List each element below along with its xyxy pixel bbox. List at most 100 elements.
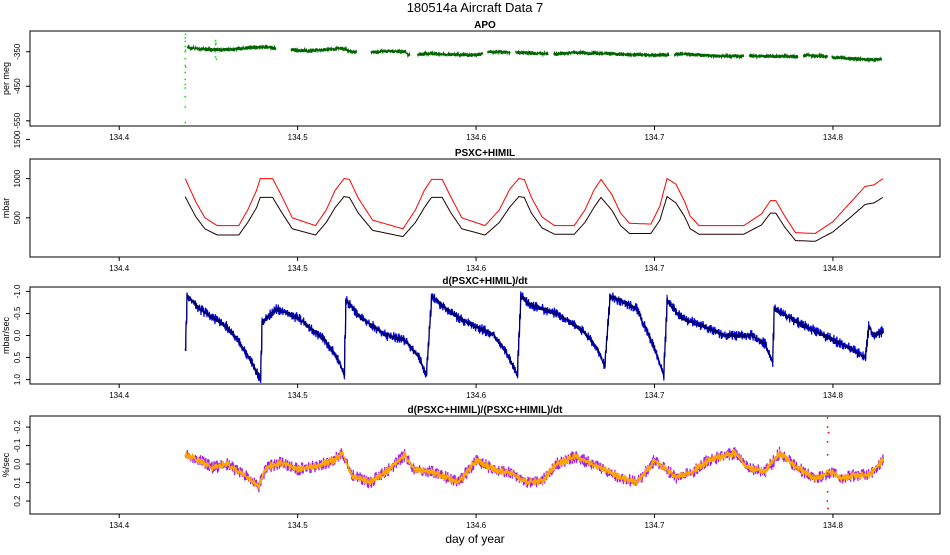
plot-frame	[29, 286, 941, 385]
x-tick-label: 134.5	[288, 521, 309, 530]
y-tick-label: 1000	[13, 169, 22, 187]
x-tick-label: 134.7	[644, 521, 665, 530]
series-line	[748, 52, 799, 61]
y-tick-label: -0.2	[13, 420, 22, 434]
x-tick-label: 134.6	[466, 391, 487, 400]
data-point	[826, 472, 829, 475]
plot-frame	[29, 30, 941, 127]
series-line	[416, 49, 484, 59]
series-line	[515, 49, 549, 58]
data-point	[184, 121, 187, 124]
data-point	[184, 87, 187, 89]
data-point	[826, 490, 829, 493]
y-tick-label: -450	[13, 78, 22, 95]
data-point	[184, 57, 187, 60]
data-point	[184, 78, 187, 81]
y-tick-label: 0.5	[13, 351, 22, 363]
plot-area	[184, 291, 884, 383]
x-tick-label: 134.5	[288, 133, 309, 142]
data-point	[215, 58, 218, 61]
panel-3: d(PSXC+HIMIL)/dt mbar/sec -1.0 -0.5 0.0 0.5 1.…	[1, 276, 941, 400]
series-line	[370, 47, 411, 59]
data-point	[184, 33, 187, 36]
y-tick-label: 0.2	[13, 495, 22, 507]
data-point	[826, 440, 829, 443]
data-point	[184, 50, 187, 53]
data-point	[184, 83, 187, 86]
x-tick-label: 134.8	[823, 264, 844, 273]
data-point	[826, 416, 829, 419]
x-tick-label: 134.4	[109, 264, 130, 273]
series-line	[184, 195, 884, 242]
series-line	[290, 45, 358, 55]
data-point	[214, 43, 217, 46]
panel-2: PSXC+HIMIL mbar 500 1000 1500 134.4 134.5 134.6…	[1, 130, 941, 273]
x-axis-label: day of year	[445, 532, 504, 546]
data-point	[184, 37, 187, 39]
y-tick-label: -0.1	[13, 438, 22, 452]
data-point	[826, 500, 829, 502]
x-tick-label: 134.4	[109, 133, 130, 142]
plot-area	[184, 33, 883, 124]
x-tick-label: 134.7	[644, 391, 665, 400]
data-point	[827, 507, 829, 510]
y-tick-label: 500	[13, 211, 22, 225]
y-tick-label: 1500	[13, 130, 22, 148]
plot-frame	[29, 415, 941, 515]
data-point	[184, 106, 187, 108]
panel-title: PSXC+HIMIL	[455, 148, 515, 159]
data-point	[214, 39, 217, 42]
y-axis-label: mbar/sec	[1, 316, 11, 354]
data-point	[184, 95, 187, 98]
data-point	[214, 56, 217, 58]
y-tick-label: 1.0	[13, 373, 22, 385]
series-line	[184, 449, 884, 490]
data-point	[184, 66, 187, 69]
y-tick-label: -550	[13, 112, 22, 129]
y-tick-label: -1.0	[13, 284, 22, 298]
figure-title: 180514a Aircraft Data 7	[407, 0, 544, 15]
series-line	[673, 50, 745, 60]
y-tick-label: 0.0	[13, 458, 22, 470]
data-point	[215, 42, 217, 44]
y-axis-label: %/sec	[1, 452, 11, 477]
data-point	[184, 71, 187, 74]
series-line	[553, 49, 670, 59]
x-tick-label: 134.8	[823, 521, 844, 530]
panels: APO per meg-350 -450 -550 134.4 134.5 134.6 134…	[1, 20, 941, 530]
series-line	[486, 49, 511, 57]
plot-frame	[29, 158, 941, 258]
data-point	[184, 49, 187, 51]
panel-title: d(PSXC+HIMIL)/(PSXC+HIMIL)/dt	[408, 405, 564, 416]
panel-1: APO per meg-350 -450 -550 134.4 134.5 134.6 134…	[1, 20, 941, 142]
data-point	[826, 426, 829, 428]
data-point	[184, 40, 187, 43]
data-point	[184, 64, 187, 67]
panel-4: d(PSXC+HIMIL)/(PSXC+HIMIL)/dt %/sec -0.2 -0…	[1, 405, 941, 530]
x-tick-label: 134.4	[109, 391, 130, 400]
y-axis-label: per meg	[1, 62, 11, 95]
data-point	[184, 45, 187, 48]
x-tick-label: 134.6	[466, 264, 487, 273]
series-line	[831, 54, 883, 64]
x-tick-label: 134.4	[109, 521, 130, 530]
x-tick-label: 134.7	[644, 264, 665, 273]
series-line	[802, 52, 829, 60]
y-tick-label: 0.1	[13, 476, 22, 488]
x-tick-label: 134.8	[823, 391, 844, 400]
y-tick-label: -0.5	[13, 306, 22, 320]
x-tick-label: 134.8	[823, 133, 844, 142]
panel-title: d(PSXC+HIMIL)/dt	[442, 276, 528, 287]
panel-title: APO	[474, 20, 496, 31]
y-axis-label: mbar	[1, 198, 11, 219]
plot-area	[184, 177, 884, 242]
series-line	[184, 177, 884, 235]
data-point	[827, 431, 830, 434]
x-tick-label: 134.5	[288, 391, 309, 400]
series-line	[186, 44, 277, 53]
x-tick-label: 134.6	[466, 521, 487, 530]
data-point	[214, 50, 217, 53]
x-tick-label: 134.7	[644, 133, 665, 142]
